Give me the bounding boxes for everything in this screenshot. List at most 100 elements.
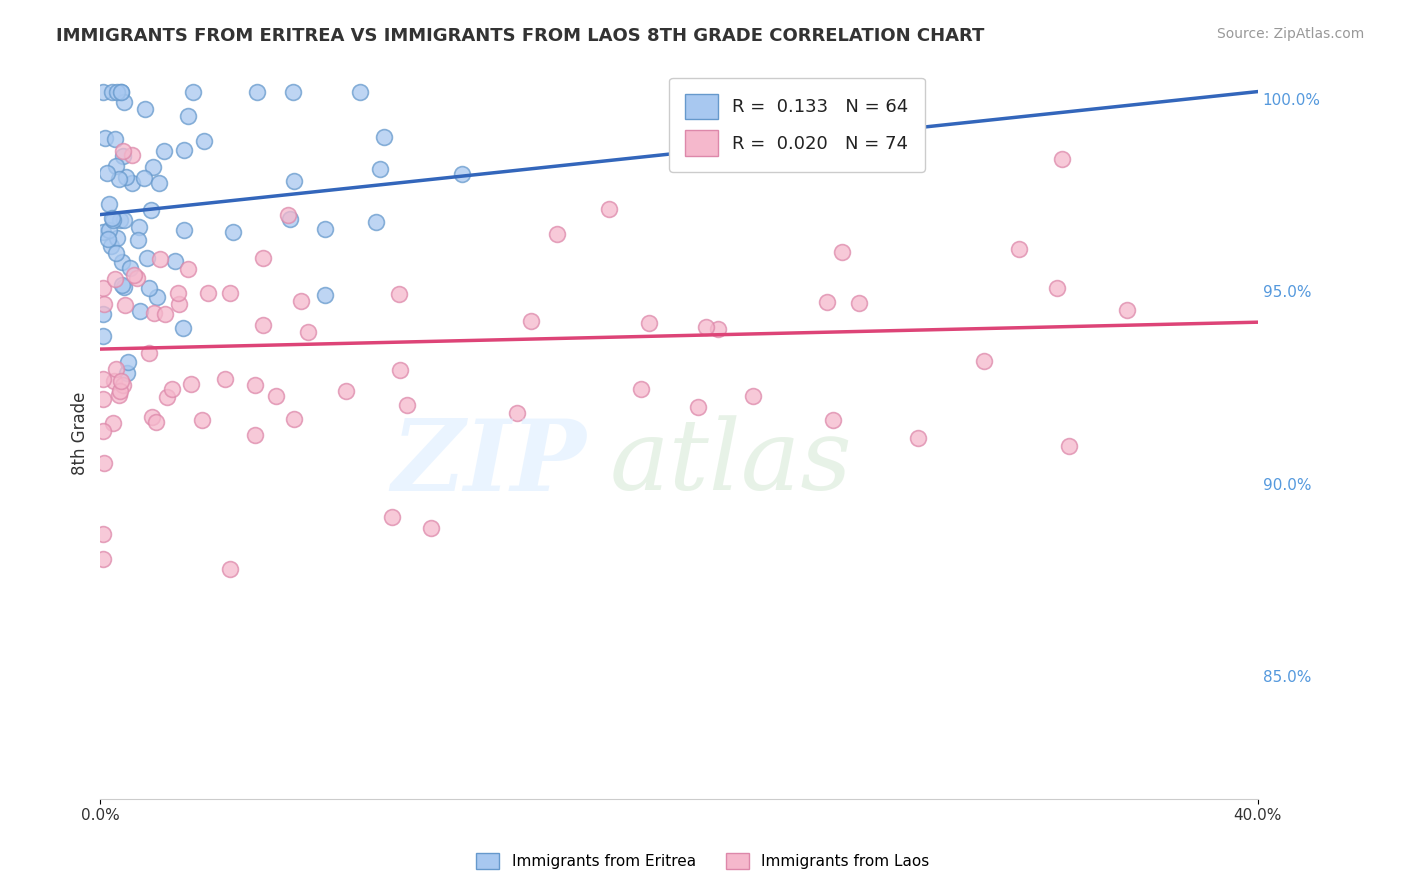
Point	[91, 392, 114, 407]
Point	[127, 233, 149, 247]
Point	[110, 85, 132, 99]
Point	[252, 318, 274, 333]
Point	[396, 398, 419, 412]
Point	[167, 296, 190, 310]
Point	[193, 134, 215, 148]
Point	[121, 176, 143, 190]
Point	[278, 211, 301, 226]
Point	[451, 167, 474, 181]
Point	[219, 286, 242, 301]
Point	[368, 162, 391, 177]
Point	[297, 325, 319, 339]
Point	[110, 374, 132, 388]
Point	[97, 197, 120, 211]
Point	[598, 202, 620, 217]
Point	[118, 261, 141, 276]
Point	[101, 85, 124, 99]
Point	[314, 288, 336, 302]
Point	[105, 231, 128, 245]
Point	[91, 225, 114, 239]
Point	[831, 245, 853, 260]
Point	[91, 328, 114, 343]
Point	[112, 280, 135, 294]
Point	[124, 268, 146, 282]
Point	[114, 213, 136, 227]
Point	[101, 416, 124, 430]
Point	[111, 148, 134, 162]
Text: atlas: atlas	[610, 415, 852, 510]
Point	[173, 144, 195, 158]
Point	[1008, 242, 1031, 256]
Point	[388, 287, 411, 301]
Point	[141, 203, 163, 218]
Point	[111, 278, 134, 293]
Point	[630, 382, 652, 396]
Point	[91, 307, 114, 321]
Point	[145, 415, 167, 429]
Point	[245, 378, 267, 392]
Point	[100, 211, 122, 226]
Point	[91, 424, 114, 438]
Point	[148, 176, 170, 190]
Point	[419, 521, 441, 535]
Point	[112, 95, 135, 110]
Point	[103, 374, 125, 388]
Point	[127, 271, 149, 285]
Point	[214, 372, 236, 386]
Point	[93, 527, 115, 541]
Text: Source: ZipAtlas.com: Source: ZipAtlas.com	[1216, 27, 1364, 41]
Point	[176, 261, 198, 276]
Point	[176, 109, 198, 123]
Point	[190, 412, 212, 426]
Point	[520, 314, 543, 328]
Point	[277, 208, 299, 222]
Point	[1050, 152, 1073, 166]
Point	[167, 286, 190, 301]
Point	[91, 552, 114, 566]
Point	[907, 431, 929, 445]
Point	[388, 363, 411, 377]
Point	[134, 171, 156, 186]
Point	[349, 85, 371, 99]
Point	[546, 227, 568, 241]
Point	[110, 213, 132, 227]
Point	[381, 510, 404, 524]
Point	[252, 252, 274, 266]
Point	[973, 354, 995, 368]
Point	[142, 306, 165, 320]
Point	[165, 254, 187, 268]
Point	[245, 85, 267, 99]
Point	[94, 131, 117, 145]
Point	[373, 129, 395, 144]
Point	[181, 85, 204, 99]
Point	[146, 290, 169, 304]
Point	[134, 102, 156, 116]
Point	[91, 280, 114, 294]
Point	[110, 384, 132, 398]
Point	[742, 389, 765, 403]
Point	[108, 388, 131, 402]
Point	[180, 376, 202, 391]
Point	[91, 372, 114, 386]
Point	[335, 384, 357, 398]
Point	[290, 294, 312, 309]
Point	[117, 355, 139, 369]
Point	[97, 232, 120, 246]
Point	[707, 322, 730, 336]
Point	[136, 251, 159, 265]
Y-axis label: 8th Grade: 8th Grade	[72, 392, 89, 475]
Point	[108, 172, 131, 186]
Point	[128, 304, 150, 318]
Point	[222, 225, 245, 239]
Point	[264, 389, 287, 403]
Point	[111, 377, 134, 392]
Point	[149, 252, 172, 266]
Point	[1046, 281, 1069, 295]
Point	[104, 361, 127, 376]
Point	[152, 144, 174, 158]
Point	[364, 214, 387, 228]
Point	[141, 410, 163, 425]
Point	[128, 220, 150, 235]
Point	[91, 85, 114, 99]
Point	[283, 411, 305, 425]
